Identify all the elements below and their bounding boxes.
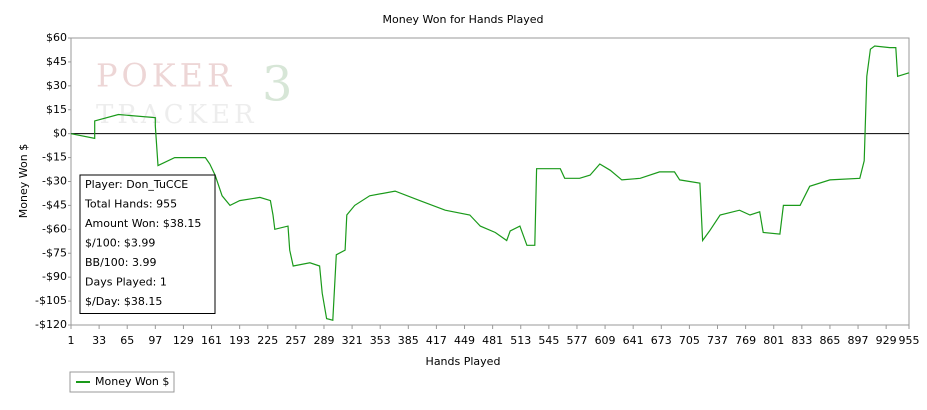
info-text: Amount Won: $38.15: [85, 217, 201, 230]
x-tick-label: 833: [791, 334, 812, 347]
x-axis-label: Hands Played: [426, 355, 501, 368]
watermark-text: 3: [262, 57, 293, 113]
y-tick-label: $30: [46, 79, 67, 92]
y-tick-label: -$90: [42, 270, 67, 283]
x-tick-label: 321: [342, 334, 363, 347]
x-tick-label: 129: [173, 334, 194, 347]
x-tick-label: 289: [313, 334, 334, 347]
y-tick-label: $60: [46, 31, 67, 44]
x-tick-label: 577: [566, 334, 587, 347]
x-tick-label: 769: [735, 334, 756, 347]
legend-box: [69, 371, 175, 393]
chart-title: Money Won for Hands Played: [383, 13, 544, 26]
x-tick-label: 65: [120, 334, 134, 347]
x-tick-label: 417: [426, 334, 447, 347]
info-text: Player: Don_TuCCE: [85, 178, 188, 191]
x-tick-label: 385: [398, 334, 419, 347]
x-tick-label: 1: [68, 334, 75, 347]
x-tick-label: 641: [623, 334, 644, 347]
y-tick-label: -$30: [42, 175, 67, 188]
watermark-text: POKER: [96, 57, 235, 95]
x-tick-label: 737: [707, 334, 728, 347]
info-text: $/100: $3.99: [85, 237, 155, 250]
y-axis-label: Money Won $: [17, 144, 30, 218]
data-line: [70, 45, 910, 321]
x-tick-label: 513: [510, 334, 531, 347]
x-tick-label: 33: [92, 334, 106, 347]
x-tick-label: 481: [482, 334, 503, 347]
info-text: $/Day: $38.15: [85, 295, 162, 308]
x-tick-label: 705: [679, 334, 700, 347]
y-tick-label: $0: [53, 127, 67, 140]
x-tick-label: 801: [763, 334, 784, 347]
x-tick-label: 865: [819, 334, 840, 347]
y-tick-label: -$105: [35, 294, 67, 307]
x-tick-label: 545: [538, 334, 559, 347]
info-box: [79, 174, 216, 314]
x-tick-label: 609: [595, 334, 616, 347]
y-tick-label: -$15: [42, 151, 67, 164]
legend: [69, 371, 175, 393]
x-tick-label: 161: [201, 334, 222, 347]
x-tick-label: 955: [899, 334, 920, 347]
y-tick-label: -$120: [35, 318, 67, 331]
x-tick-label: 353: [370, 334, 391, 347]
info-text: Days Played: 1: [85, 276, 167, 289]
x-tick-label: 673: [651, 334, 672, 347]
watermark: POKER TRACKER 3: [96, 57, 293, 131]
x-tick-label: 193: [229, 334, 250, 347]
y-tick-label: -$45: [42, 198, 67, 211]
y-tick-label: $45: [46, 55, 67, 68]
x-tick-label: 97: [148, 334, 162, 347]
info-text: BB/100: 3.99: [85, 256, 157, 269]
info-text: Total Hands: 955: [84, 198, 177, 211]
x-tick-label: 225: [257, 334, 278, 347]
y-tick-label: -$60: [42, 222, 67, 235]
x-tick-label: 897: [848, 334, 869, 347]
legend-label: Money Won $: [95, 375, 169, 388]
x-tick-label: 257: [285, 334, 306, 347]
y-tick-label: -$75: [42, 246, 67, 259]
x-tick-label: 929: [876, 334, 897, 347]
y-tick-label: $15: [46, 103, 67, 116]
x-tick-label: 449: [454, 334, 475, 347]
